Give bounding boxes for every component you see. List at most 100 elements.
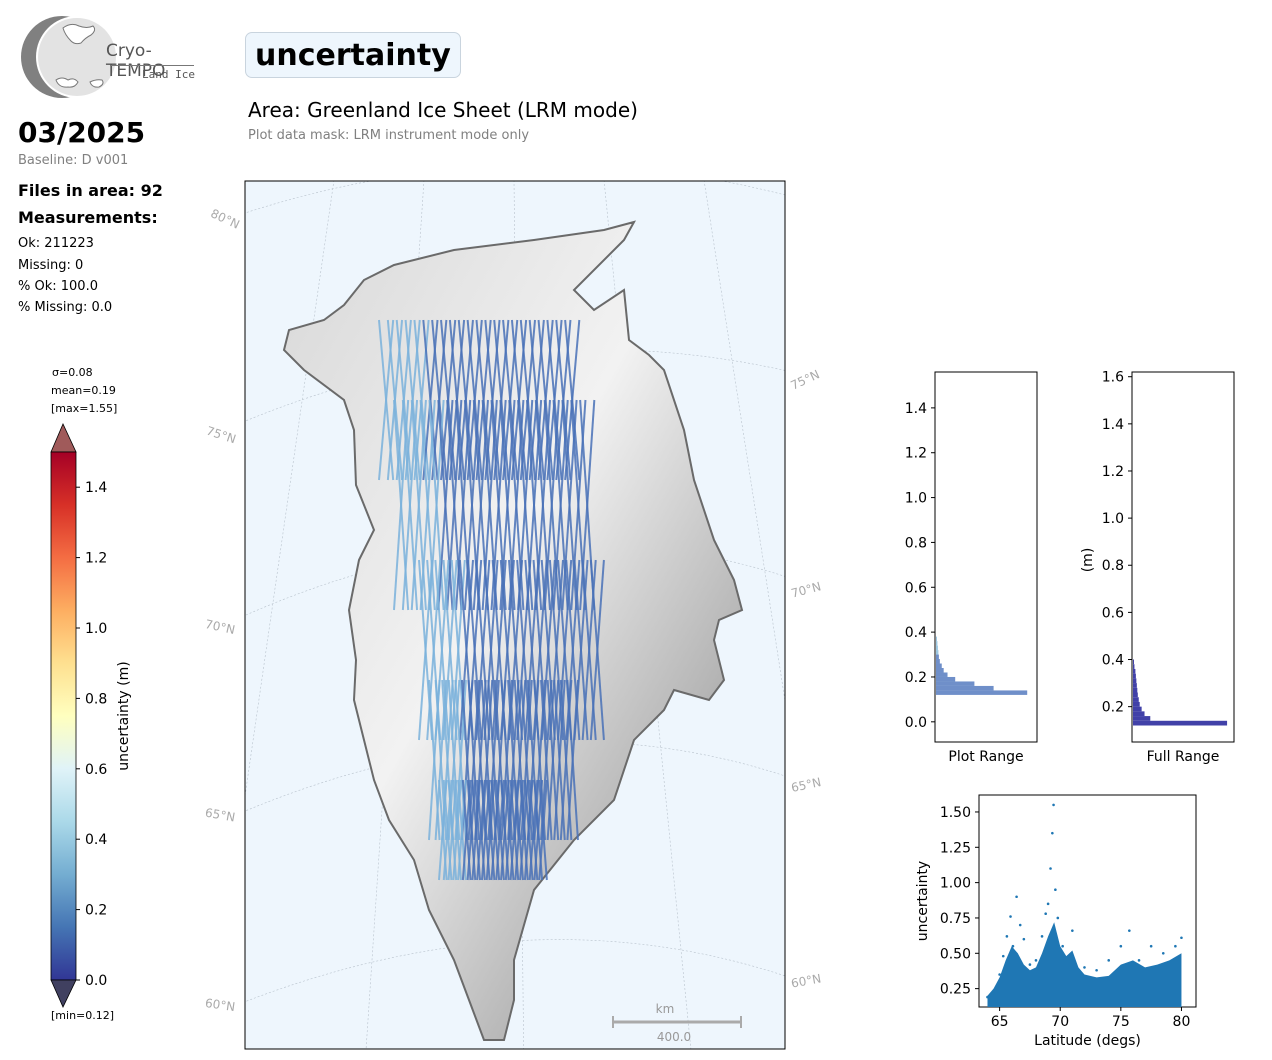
colorbar-max: [max=1.55] [51,402,118,415]
track-line [566,679,579,841]
hist-bar [936,654,939,660]
scatter-ytick-label: 0.25 [940,982,971,998]
colorbar-min: [min=0.12] [51,1009,115,1022]
hist-bar [936,659,940,664]
scatter-xtick-label: 80 [1173,1014,1191,1030]
colorbar-sigma: σ=0.08 [52,366,93,379]
scatter-ytick-label: 0.75 [940,911,971,927]
lat-label-65n-left: 65°N [204,805,237,825]
scatter-density [987,922,1182,1007]
hist-tick-label: 0.8 [905,535,927,551]
hist-tick-label: 1.2 [905,446,927,462]
area-title: Area: Greenland Ice Sheet (LRM mode) [248,98,638,122]
hist-tick-label: 0.0 [905,715,927,731]
scatter-point [1107,959,1111,962]
hist-tick-label: 0.4 [1102,653,1124,669]
scatter-xtick-label: 70 [1051,1014,1069,1030]
scatter-point [998,973,1001,976]
stat-ok: Ok: 211223 [18,236,94,251]
lat-label-75n-left: 75°N [204,423,238,447]
hist-bar [1133,697,1139,702]
cryo-tempo-logo: Cryo-TEMPO Land Ice [18,16,200,100]
logo-subtitle: Land Ice [142,68,195,81]
scatter-ytick-label: 1.00 [940,876,971,892]
scatter-point [1044,912,1047,916]
colorbar-tick-label: 1.2 [85,551,107,567]
scatter-point [992,991,995,995]
colorbar-tick-label: 0.8 [85,691,107,707]
scatter-point [1095,968,1098,972]
scatter-point [1049,867,1052,870]
scatter-point [1015,895,1018,899]
colorbar-tick-label: 0.2 [85,903,107,919]
colorbar-gradient [50,451,77,981]
colorbar-max-extension [50,423,77,453]
scatter-point [1180,936,1183,940]
scatter-xtick-label: 65 [991,1014,1009,1030]
hist-tick-label: 0.4 [905,625,927,641]
colorbar-label: uncertainty (m) [116,661,132,770]
hist-tick-label: 0.2 [1102,700,1124,716]
hist-bar [1133,678,1137,684]
colorbar-tick-label: 0.4 [85,832,107,848]
hist-tick-label: 1.0 [905,491,927,507]
scatter-point [1052,803,1055,807]
lat-label-75n-right: 75°N [788,367,822,393]
greenland-map: km 400.0 [244,180,786,1050]
scatter-xtick-label: 75 [1112,1014,1130,1030]
hist-bar [1133,664,1135,669]
hist-tick-label: 1.6 [1102,370,1124,386]
hist-tick-label: 0.8 [1102,558,1124,574]
hist-bar [936,672,948,677]
hist-tick-label: 1.4 [1102,417,1124,433]
lat-label-70n-right: 70°N [789,579,823,601]
scatter-point [1161,951,1165,955]
hist-bar [936,663,942,668]
scatter-point [1051,831,1054,835]
hist-bar [1133,701,1140,707]
stat-pct-missing: % Missing: 0.0 [18,300,113,315]
scatter-panel: 65 70 75 80 0.25 0.50 0.75 1.00 1.25 1.50 Latitude… [915,794,1197,1049]
hist-bar [936,645,938,651]
scatter-ytick-label: 1.50 [940,805,971,821]
scatter-point [1137,959,1141,962]
hist-bar [1133,716,1151,721]
stat-pct-ok: % Ok: 100.0 [18,279,98,294]
histogram-full-range: 0.2 0.4 0.6 0.8 1.0 1.2 1.4 1.6 Full Range [1102,370,1235,765]
hist-bar [1133,668,1136,674]
lat-label-70n-left: 70°N [203,617,237,637]
scatter-latitude-uncertainty: 65 70 75 80 0.25 0.50 0.75 1.00 1.25 1.50 Latitude… [915,794,1197,1049]
hist-bar [936,681,975,686]
hist-full-ylabel: (m) [1080,548,1096,573]
measurements-title: Measurements: [18,208,158,227]
colorbar-mean: mean=0.19 [51,384,116,397]
date-label: 03/2025 [18,116,146,149]
hist-bar [1133,711,1145,717]
logo-title: Cryo-TEMPO [106,41,166,81]
colorbar: 0.0 0.2 0.4 0.6 0.8 1.0 1.2 1.4 uncertainty (m) [50,423,132,1008]
variable-title: uncertainty [245,32,461,78]
scatter-ytick-label: 0.50 [940,946,971,962]
track-line [538,779,548,881]
greenland-landmass [282,220,744,1041]
lat-label-60n-left: 60°N [204,995,237,1015]
hist-xlabel: Full Range [1147,749,1220,765]
scatter-point [1054,888,1057,891]
logo-globe-icon [21,16,118,98]
files-in-area: Files in area: 92 [18,181,163,200]
hist-tick-label: 0.2 [905,670,927,686]
scatter-point [1011,944,1015,948]
scatter-point [1022,937,1026,941]
hist-bar [936,650,939,655]
scatter-point [1001,954,1005,958]
hist-bar [936,668,944,673]
scatter-point [1018,923,1022,927]
lat-label-60n-right: 60°N [790,971,823,991]
hist-bar [1133,673,1136,679]
scatter-point [1071,929,1074,932]
hist-tick-label: 1.4 [905,401,927,417]
logo-divider [110,65,194,66]
scatter-xlabel: Latitude (degs) [1034,1033,1141,1049]
track-line [589,559,605,741]
